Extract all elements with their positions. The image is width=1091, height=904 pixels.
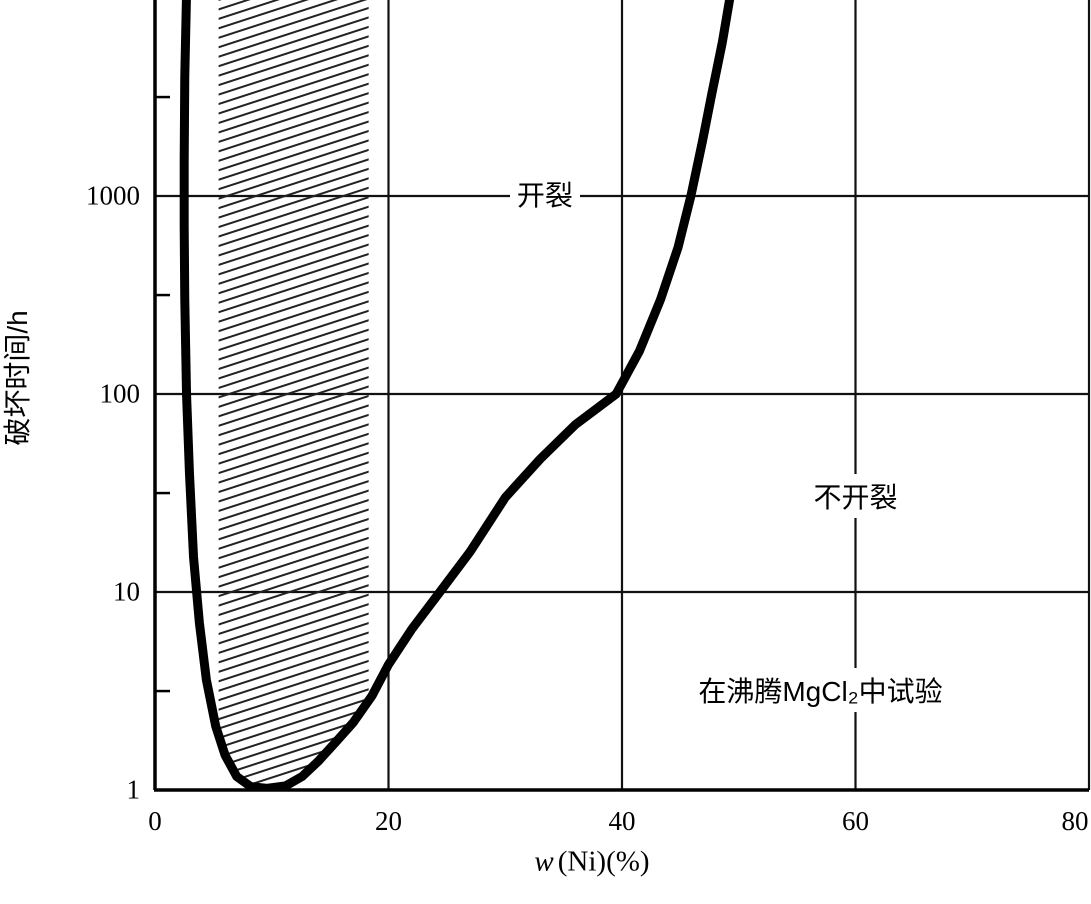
- y-tick-label: 1000: [86, 180, 140, 211]
- y-axis-title: 破坏时间/h: [2, 310, 33, 446]
- label-no-cracking-region: 不开裂: [806, 474, 905, 519]
- y-tick-label: 1: [126, 774, 141, 805]
- x-tick-label: 80: [1061, 806, 1089, 836]
- x-axis-title: w (Ni)(%): [534, 846, 649, 879]
- x-tick-label: 40: [608, 806, 636, 836]
- x-tick-label: 0: [148, 806, 162, 836]
- y-tick-label: 10: [113, 576, 140, 607]
- hatched-band: [218, 0, 369, 789]
- label-test-condition: 在沸腾MgCl₂中试验: [691, 667, 950, 712]
- scc-boundary-curve: [179, 0, 735, 790]
- y-tick-label: 100: [99, 378, 141, 409]
- x-axis-units: (Ni)(%): [557, 845, 650, 878]
- x-tick-label: 60: [842, 806, 869, 836]
- label-cracking-region: 开裂: [509, 172, 580, 217]
- x-axis-symbol: w: [534, 845, 554, 878]
- x-tick-label: 20: [375, 806, 402, 836]
